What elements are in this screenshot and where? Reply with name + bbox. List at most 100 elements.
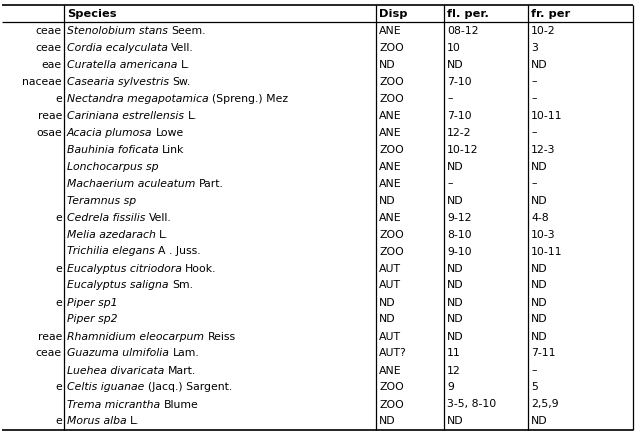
Text: Teramnus sp: Teramnus sp <box>67 195 136 206</box>
Text: Cordia ecalyculata: Cordia ecalyculata <box>67 43 168 53</box>
Text: Seem.: Seem. <box>171 26 206 35</box>
Text: ZOO: ZOO <box>379 77 404 86</box>
Text: ZOO: ZOO <box>379 229 404 240</box>
Text: ND: ND <box>531 195 548 206</box>
Text: 12: 12 <box>447 365 460 376</box>
Text: ANE: ANE <box>379 26 401 35</box>
Text: Bauhinia foficata: Bauhinia foficata <box>67 144 159 155</box>
Text: ANE: ANE <box>379 162 401 171</box>
Text: L.: L. <box>188 110 197 120</box>
Text: ANE: ANE <box>379 179 401 189</box>
Text: Nectandra megapotamica: Nectandra megapotamica <box>67 93 209 104</box>
Text: fl. per.: fl. per. <box>447 8 489 19</box>
Text: Curatella americana: Curatella americana <box>67 59 177 70</box>
Text: ND: ND <box>531 264 548 273</box>
Text: AUT: AUT <box>379 280 401 291</box>
Text: 10-2: 10-2 <box>531 26 556 35</box>
Text: Part.: Part. <box>199 179 224 189</box>
Text: 12-3: 12-3 <box>531 144 555 155</box>
Text: Cariniana estrellensis: Cariniana estrellensis <box>67 110 184 120</box>
Text: ZOO: ZOO <box>379 43 404 53</box>
Text: Trema micrantha: Trema micrantha <box>67 400 160 409</box>
Text: ZOO: ZOO <box>379 382 404 392</box>
Text: ND: ND <box>379 59 396 70</box>
Text: ND: ND <box>447 331 464 342</box>
Text: –: – <box>531 128 537 137</box>
Text: 3: 3 <box>531 43 538 53</box>
Text: 3-5, 8-10: 3-5, 8-10 <box>447 400 496 409</box>
Text: Sm.: Sm. <box>172 280 193 291</box>
Text: reae: reae <box>38 331 62 342</box>
Text: ZOO: ZOO <box>379 400 404 409</box>
Text: 10: 10 <box>447 43 461 53</box>
Text: 2,5,9: 2,5,9 <box>531 400 558 409</box>
Text: AUT: AUT <box>379 264 401 273</box>
Text: e: e <box>55 93 62 104</box>
Text: eae: eae <box>42 59 62 70</box>
Text: Melia azedarach: Melia azedarach <box>67 229 156 240</box>
Text: Disp: Disp <box>379 8 408 19</box>
Text: ND: ND <box>447 280 464 291</box>
Text: Blume: Blume <box>163 400 198 409</box>
Text: Sw.: Sw. <box>172 77 191 86</box>
Text: 4-8: 4-8 <box>531 213 549 222</box>
Text: 10-11: 10-11 <box>531 246 562 256</box>
Text: e: e <box>55 298 62 307</box>
Text: Vell.: Vell. <box>149 213 172 222</box>
Text: L.: L. <box>130 416 140 427</box>
Text: Luehea divaricata: Luehea divaricata <box>67 365 164 376</box>
Text: –: – <box>531 77 537 86</box>
Text: 9: 9 <box>447 382 454 392</box>
Text: ND: ND <box>447 195 464 206</box>
Text: ZOO: ZOO <box>379 246 404 256</box>
Text: Acacia plumosa: Acacia plumosa <box>67 128 153 137</box>
Text: –: – <box>531 93 537 104</box>
Text: ND: ND <box>447 416 464 427</box>
Text: 10-11: 10-11 <box>531 110 562 120</box>
Text: osae: osae <box>36 128 62 137</box>
Text: ND: ND <box>379 195 396 206</box>
Text: –: – <box>531 179 537 189</box>
Text: ND: ND <box>531 59 548 70</box>
Text: ceae: ceae <box>36 26 62 35</box>
Text: Machaerium aculeatum: Machaerium aculeatum <box>67 179 195 189</box>
Text: 08-12: 08-12 <box>447 26 478 35</box>
Text: 7-10: 7-10 <box>447 110 472 120</box>
Text: e: e <box>55 213 62 222</box>
Text: Casearia sylvestris: Casearia sylvestris <box>67 77 169 86</box>
Text: Mart.: Mart. <box>168 365 196 376</box>
Text: 7-11: 7-11 <box>531 349 555 358</box>
Text: Vell.: Vell. <box>171 43 194 53</box>
Text: ANE: ANE <box>379 213 401 222</box>
Text: –: – <box>531 365 537 376</box>
Text: AUT?: AUT? <box>379 349 407 358</box>
Text: ND: ND <box>447 264 464 273</box>
Text: (Jacq.) Sargent.: (Jacq.) Sargent. <box>148 382 232 392</box>
Text: 12-2: 12-2 <box>447 128 471 137</box>
Text: Celtis iguanae: Celtis iguanae <box>67 382 144 392</box>
Text: 9-10: 9-10 <box>447 246 472 256</box>
Text: ND: ND <box>531 280 548 291</box>
Text: Stenolobium stans: Stenolobium stans <box>67 26 168 35</box>
Text: Lowe: Lowe <box>156 128 184 137</box>
Text: 7-10: 7-10 <box>447 77 472 86</box>
Text: L.: L. <box>181 59 190 70</box>
Text: 8-10: 8-10 <box>447 229 472 240</box>
Text: Eucalyptus saligna: Eucalyptus saligna <box>67 280 169 291</box>
Text: ND: ND <box>531 416 548 427</box>
Text: Lonchocarpus sp: Lonchocarpus sp <box>67 162 158 171</box>
Text: Trichilia elegans: Trichilia elegans <box>67 246 155 256</box>
Text: Morus alba: Morus alba <box>67 416 127 427</box>
Text: ND: ND <box>447 315 464 325</box>
Text: 9-12: 9-12 <box>447 213 471 222</box>
Text: ND: ND <box>447 59 464 70</box>
Text: Link: Link <box>162 144 184 155</box>
Text: Rhamnidium eleocarpum: Rhamnidium eleocarpum <box>67 331 204 342</box>
Text: Eucalyptus citriodora: Eucalyptus citriodora <box>67 264 182 273</box>
Text: 5: 5 <box>531 382 538 392</box>
Text: ND: ND <box>531 331 548 342</box>
Text: fr. per: fr. per <box>531 8 570 19</box>
Text: ND: ND <box>531 162 548 171</box>
Text: e: e <box>55 382 62 392</box>
Text: ND: ND <box>531 315 548 325</box>
